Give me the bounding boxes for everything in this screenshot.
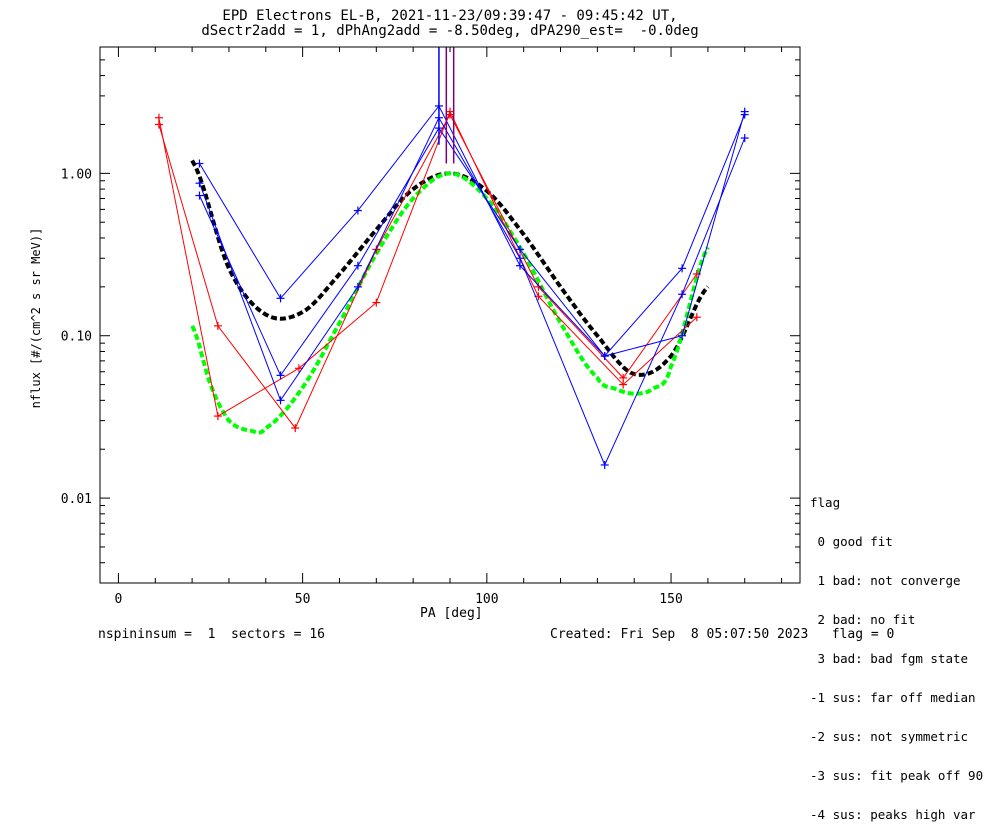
legend-item: -3 sus: fit peak off 90 — [810, 768, 984, 783]
series-4-point-2 — [353, 261, 362, 270]
series-1-point-0 — [154, 113, 163, 122]
y-tick-label: 1.00 — [61, 167, 92, 182]
legend-item: -1 sus: far off median — [810, 690, 976, 705]
x-tick-label: 100 — [475, 592, 498, 607]
legend-item: -4 sus: peaks high var — [810, 807, 976, 822]
legend-item: 2 bad: no fit — [810, 612, 916, 627]
series-1-point-4 — [446, 107, 454, 116]
series-4-line — [199, 111, 746, 377]
series-3-point-6 — [678, 290, 687, 299]
series-2-point-6 — [678, 264, 687, 273]
series-6-fit-curve — [190, 171, 710, 435]
x-axis-label: PA [deg] — [420, 606, 483, 621]
series-1-point-1 — [213, 412, 222, 421]
x-tick-label: 50 — [295, 592, 311, 607]
y-tick-label: 0.10 — [61, 330, 92, 345]
footer-spin-info: nspininsum = 1 sectors = 16 — [98, 627, 325, 642]
series-1-point-6 — [619, 380, 628, 389]
series-1-point-3 — [372, 298, 381, 307]
chart-title-line-1: EPD Electrons EL-B, 2021-11-23/09:39:47 … — [222, 8, 678, 24]
series-0-point-5 — [534, 282, 543, 291]
series-2-point-2 — [353, 206, 362, 215]
legend-item: 1 bad: not converge — [810, 573, 961, 588]
legend-title: flag — [810, 495, 841, 510]
legend-item: -2 sus: not symmetric — [810, 729, 969, 744]
series-5-fit-curve — [190, 159, 710, 377]
series-3-point-7 — [740, 134, 749, 143]
series-1-point-7 — [692, 313, 701, 322]
plot-area: 0 50 100 150 0.01 0.10 1.00 — [61, 46, 801, 607]
series-4-point-7 — [740, 107, 749, 116]
series-0-point-1 — [213, 321, 222, 330]
series-3-point-5 — [600, 460, 609, 469]
y-axis-label: nflux [#/(cm^2 s sr MeV)] — [29, 227, 43, 409]
series-2-line — [199, 105, 746, 357]
series-0-point-6 — [619, 373, 628, 382]
y-tick-label: 0.01 — [61, 492, 92, 507]
series-4-point-1 — [276, 371, 285, 380]
series-2-point-0 — [195, 159, 204, 168]
x-tick-label: 150 — [659, 592, 682, 607]
series-0-line — [158, 113, 698, 430]
series-0-point-2 — [291, 424, 300, 433]
series-3-point-0 — [195, 179, 204, 188]
series-3-point-1 — [276, 396, 285, 405]
flag-legend: flag 0 good fit 1 bad: not converge 2 ba… — [810, 470, 983, 834]
footer-created-info: Created: Fri Sep 8 05:07:50 2023 flag = … — [550, 627, 895, 642]
series-3-point-4 — [516, 254, 524, 263]
series-3-point-2 — [353, 282, 362, 291]
series-2-point-1 — [276, 294, 285, 303]
series-4-point-0 — [195, 191, 204, 200]
series-4-point-4 — [516, 245, 524, 254]
x-tick-label: 0 — [115, 592, 123, 607]
series-1-point-2 — [294, 364, 303, 373]
series-1-line — [158, 110, 698, 417]
series-4-point-6 — [678, 331, 687, 340]
legend-item: 3 bad: bad fgm state — [810, 651, 969, 666]
chart-title-line-2: dSectr2add = 1, dPhAng2add = -8.50deg, d… — [201, 23, 699, 39]
series-0-point-0 — [154, 120, 163, 129]
legend-item: 0 good fit — [810, 534, 893, 549]
series-4-point-5 — [600, 352, 609, 361]
